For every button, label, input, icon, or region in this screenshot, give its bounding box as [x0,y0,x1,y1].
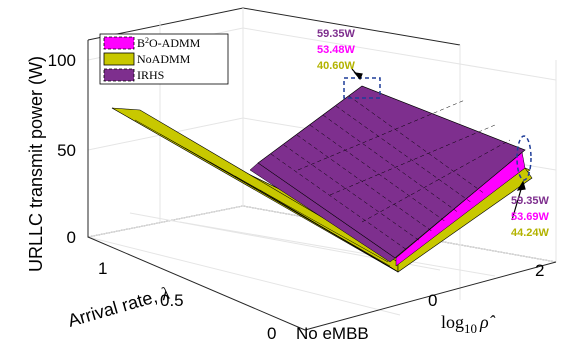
y-axis-label-text: Arrival rate, [66,285,165,331]
legend-swatch-irhs [103,68,135,82]
x-axis-label-symbol: ρ̂ [479,312,496,332]
top-annotation-value: 40.60W [317,60,356,72]
y-axis-label: Arrival rate, λ [66,283,172,331]
legend-swatch-noadmm [103,52,135,66]
right-annotation: 59.35W 53.69W 44.24W [511,195,550,239]
x-axis-label: log10 ρ̂ [441,312,496,336]
z-axis-ticks: 0 50 100 [48,51,76,247]
y-tick: 0.5 [160,291,184,310]
right-annotation-value: 53.69W [511,211,550,223]
right-annotation-value: 44.24W [511,227,550,239]
top-annotation: 59.35W 53.48W 40.60W [317,28,356,72]
right-annotation-value: 59.35W [511,195,550,207]
irhs-surface-left [249,162,396,263]
y-tick: 0 [267,324,276,339]
z-axis-label: URLLC transmit power (W) [26,56,46,272]
legend-swatch-b2o [103,36,135,50]
x-tick: 2 [535,261,544,280]
z-tick: 50 [57,141,76,160]
top-highlight-box [343,77,381,99]
right-highlight-ellipse [516,135,532,181]
z-tick: 100 [48,51,76,70]
legend-label-b2o: B2O-ADMM [137,36,201,50]
legend-label-noadmm: NoADMM [137,52,191,66]
x-axis-ticks: No eMBB 0 2 [296,261,544,339]
front-axes [87,40,557,331]
annotation-arrows [351,68,526,221]
x-axis-label-log: log [441,312,464,332]
yellow-stripes [134,119,399,273]
x-axis-label-sub: 10 [464,321,477,336]
surfaces [111,85,533,273]
x-tick: No eMBB [296,324,369,339]
top-annotation-value: 53.48W [317,44,356,56]
legend-label-irhs: IRHS [137,68,164,82]
z-tick: 0 [67,228,76,247]
y-tick: 1 [98,259,107,278]
surface-stripes [270,95,511,251]
legend: B2O-ADMM NoADMM IRHS [99,33,229,85]
top-annotation-value: 59.35W [317,28,356,40]
x-tick: 0 [428,291,437,310]
y-axis-ticks: 0 0.5 1 [98,259,276,339]
irhs-surface [257,85,526,259]
